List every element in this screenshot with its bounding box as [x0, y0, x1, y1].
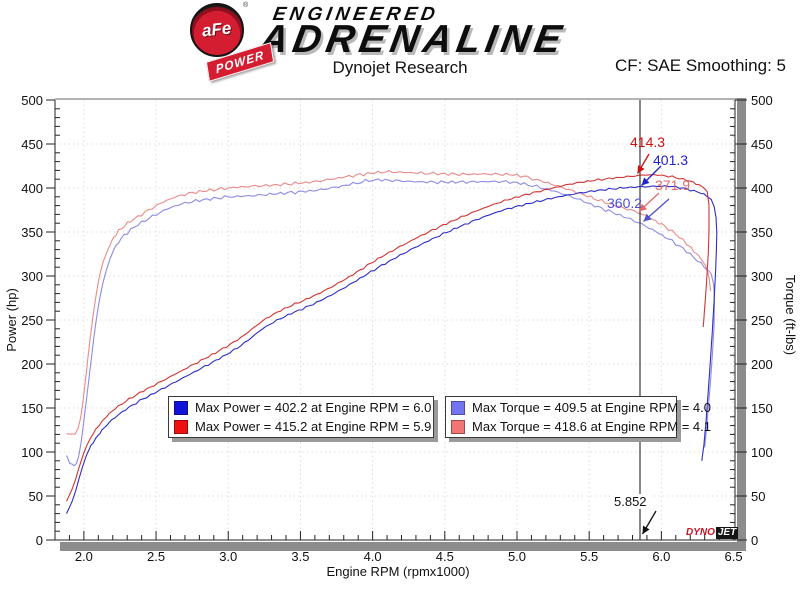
- y-tick-label-right: 450: [751, 137, 773, 152]
- y-tick-label-right: 100: [751, 445, 773, 460]
- afe-power-logo: aFe: [190, 3, 244, 57]
- y-axis-title-right: Torque (ft-lbs): [783, 275, 798, 355]
- x-tick-label: 5.5: [580, 549, 598, 564]
- cursor-reading-torque-red: 371.9: [655, 177, 691, 193]
- y-tick-label-right: 250: [751, 313, 773, 328]
- x-tick-label: 3.0: [219, 549, 237, 564]
- legend-label: Max Torque = 409.5 at Engine RPM = 4.0: [472, 400, 711, 415]
- callout-arrowhead: [639, 203, 648, 212]
- logo-line-adrenaline: ADRENALINE: [256, 18, 570, 61]
- x-tick-label: 6.0: [652, 549, 670, 564]
- legend-power-box: Max Power = 402.2 at Engine RPM = 6.0 Ma…: [168, 396, 434, 438]
- legend-label: Max Power = 415.2 at Engine RPM = 5.9: [195, 419, 432, 434]
- y-tick-label-right: 350: [751, 225, 773, 240]
- plot-bottom-shadow-bar: [60, 542, 746, 551]
- y-tick-label-left: 150: [21, 401, 43, 416]
- x-tick-label: 3.5: [291, 549, 309, 564]
- y-tick-label-left: 100: [21, 445, 43, 460]
- legend-swatch-torque-red: [451, 419, 465, 434]
- curve-power-blue: [66, 185, 718, 514]
- callout-arrowhead: [643, 213, 652, 222]
- x-tick-label: 2.5: [147, 549, 165, 564]
- y-tick-label-left: 500: [21, 93, 43, 108]
- curve-power-red: [66, 174, 710, 502]
- callout-arrowhead: [641, 177, 650, 186]
- callout-arrowhead: [637, 165, 645, 174]
- x-tick-label: 4.0: [364, 549, 382, 564]
- cursor-reading-power-red: 414.3: [630, 134, 666, 150]
- y-tick-label-left: 200: [21, 357, 43, 372]
- y-tick-label-left: 300: [21, 269, 43, 284]
- curve-torque-red: [66, 169, 712, 435]
- y-tick-label-left: 50: [29, 489, 43, 504]
- legend-row: Max Power = 415.2 at Engine RPM = 5.9: [174, 419, 431, 434]
- y-tick-label-left: 0: [36, 533, 43, 548]
- callout-arrowhead: [642, 525, 650, 534]
- legend-torque-box: Max Torque = 409.5 at Engine RPM = 4.0 M…: [445, 396, 711, 438]
- y-tick-label-right: 50: [751, 489, 765, 504]
- curve-torque-blue: [66, 178, 715, 467]
- y-tick-label-right: 200: [751, 357, 773, 372]
- x-tick-label: 4.5: [436, 549, 454, 564]
- legend-row: Max Power = 402.2 at Engine RPM = 6.0: [174, 400, 431, 415]
- legend-row: Max Torque = 418.6 at Engine RPM = 4.1: [451, 419, 711, 434]
- y-tick-label-right: 400: [751, 181, 773, 196]
- y-tick-label-right: 0: [751, 533, 758, 548]
- legend-swatch-power-red: [174, 419, 188, 434]
- plot-right-shadow-bar: [737, 98, 746, 551]
- y-tick-label-right: 300: [751, 269, 773, 284]
- dynojet-watermark: DYNO JET: [686, 527, 739, 539]
- afe-logo-text: aFe: [201, 18, 233, 41]
- legend-swatch-torque-blue: [451, 400, 465, 415]
- x-tick-label: 2.0: [75, 549, 93, 564]
- smoothing-setting-label: CF: SAE Smoothing: 5: [614, 56, 786, 75]
- page-title: Dynojet Research: [332, 58, 468, 77]
- x-tick-label: 6.5: [725, 549, 743, 564]
- dynojet-watermark-dyno: DYNO: [686, 527, 715, 538]
- y-tick-label-right: 150: [751, 401, 773, 416]
- legend-swatch-power-blue: [174, 400, 188, 415]
- legend-label: Max Power = 402.2 at Engine RPM = 6.0: [195, 400, 432, 415]
- x-axis-title: Engine RPM (rpmx1000): [326, 564, 469, 579]
- cursor-reading-power-blue: 401.3: [653, 152, 689, 168]
- y-axis-title-left: Power (hp): [4, 288, 19, 352]
- registered-mark: ®: [243, 2, 249, 9]
- cursor-reading-torque-blue: 360.2: [607, 195, 643, 211]
- cursor-rpm-label[interactable]: 5.852: [611, 494, 650, 509]
- y-tick-label-left: 400: [21, 181, 43, 196]
- x-tick-label: 5.0: [508, 549, 526, 564]
- legend-row: Max Torque = 409.5 at Engine RPM = 4.0: [451, 400, 711, 415]
- y-tick-label-right: 500: [751, 93, 773, 108]
- legend-label: Max Torque = 418.6 at Engine RPM = 4.1: [472, 419, 711, 434]
- y-tick-label-left: 350: [21, 225, 43, 240]
- dynojet-watermark-jet: JET: [715, 527, 739, 539]
- y-tick-label-left: 450: [21, 137, 43, 152]
- y-tick-label-left: 250: [21, 313, 43, 328]
